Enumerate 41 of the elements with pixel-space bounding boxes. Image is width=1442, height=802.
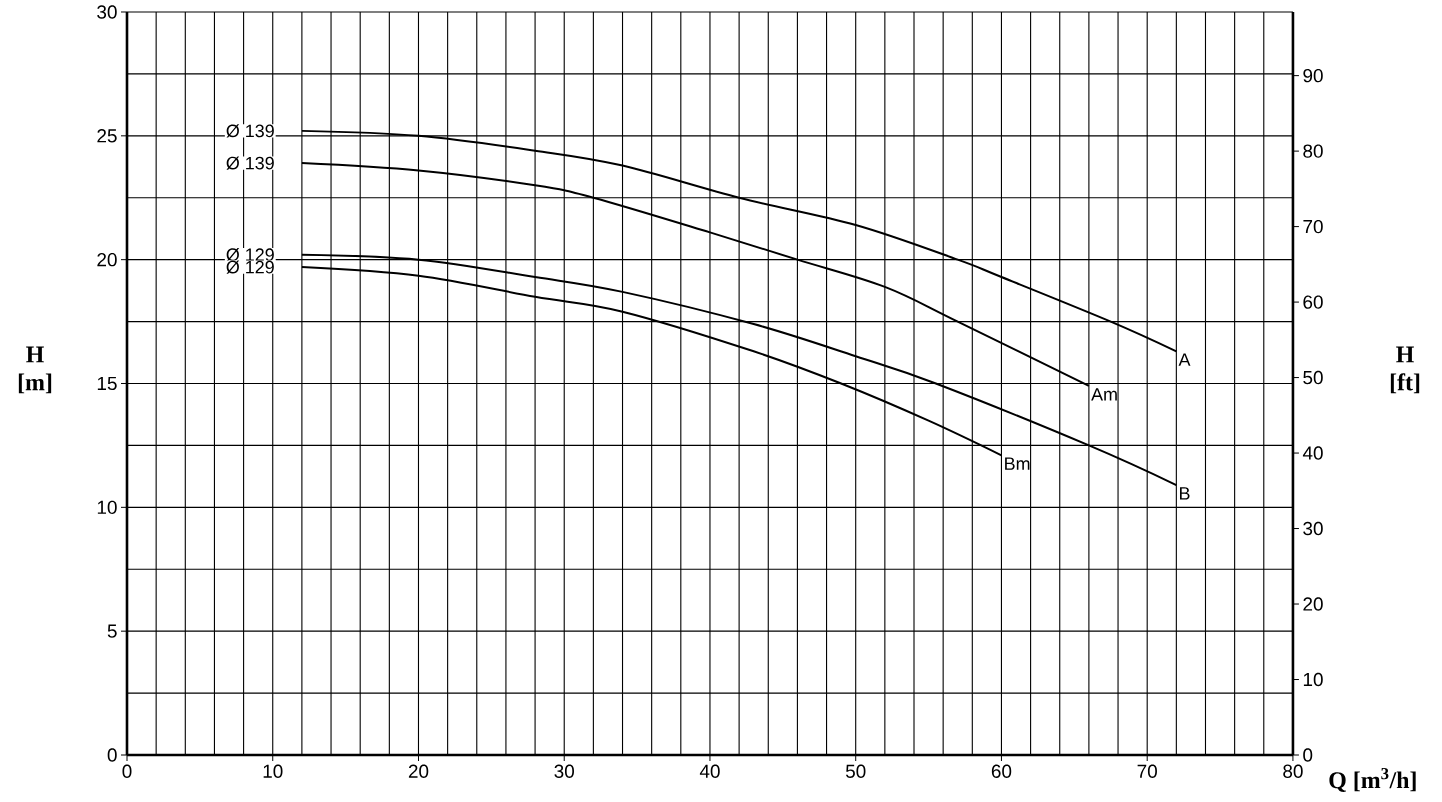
y-tick-label: 0 [107, 748, 117, 762]
x-tick-label: 60 [991, 764, 1012, 778]
annotation: Ø 129 [226, 248, 274, 262]
y2-tick-label: 50 [1303, 370, 1323, 385]
x-tick-label: 10 [263, 764, 283, 778]
x-tick-label: 30 [554, 764, 574, 778]
annotation: Ø 139 [226, 124, 274, 138]
y2-tick-label: 10 [1303, 672, 1323, 687]
x-tick-label: 40 [699, 764, 720, 778]
x-tick-label: 20 [408, 764, 429, 778]
line-series [300, 129, 1178, 353]
series-label: Bm [1005, 457, 1030, 470]
y-tick-label: 30 [97, 5, 117, 19]
series-label: Am [1091, 388, 1117, 401]
y-tick-label: 15 [97, 376, 117, 391]
y2-tick-label: 40 [1302, 446, 1323, 460]
series-label: B [1180, 487, 1190, 500]
y-tick-label: 10 [97, 500, 117, 515]
x-tick-label: 0 [122, 764, 132, 778]
y-axis-title: H [m] [18, 346, 52, 394]
series-label: A [1178, 353, 1191, 366]
y-tick-label: 20 [97, 252, 117, 267]
y2-tick-label: 90 [1303, 68, 1323, 83]
y2-tick-label: 60 [1303, 295, 1323, 309]
y-tick-label: 25 [97, 129, 117, 143]
y2-tick-label: 70 [1303, 219, 1323, 234]
line-series [300, 266, 1003, 457]
y2-tick-label: 30 [1303, 521, 1323, 536]
line-series [300, 162, 1090, 387]
y2-tick-label: 20 [1303, 597, 1323, 611]
line-series [300, 253, 1178, 487]
x-tick-label: 50 [845, 764, 866, 778]
y2-tick-label: 0 [1303, 748, 1313, 762]
annotation: Ø 139 [226, 156, 274, 170]
x-axis-title: Q [m$^{3}$/h] [1329, 768, 1416, 792]
y-tick-label: 5 [107, 624, 117, 638]
y2-tick-label: 80 [1303, 144, 1323, 158]
y2-axis-title: H [ft] [1390, 346, 1420, 394]
annotation: Ø 129 [226, 260, 274, 274]
x-tick-label: 70 [1137, 764, 1157, 778]
x-tick-label: 80 [1283, 764, 1303, 778]
